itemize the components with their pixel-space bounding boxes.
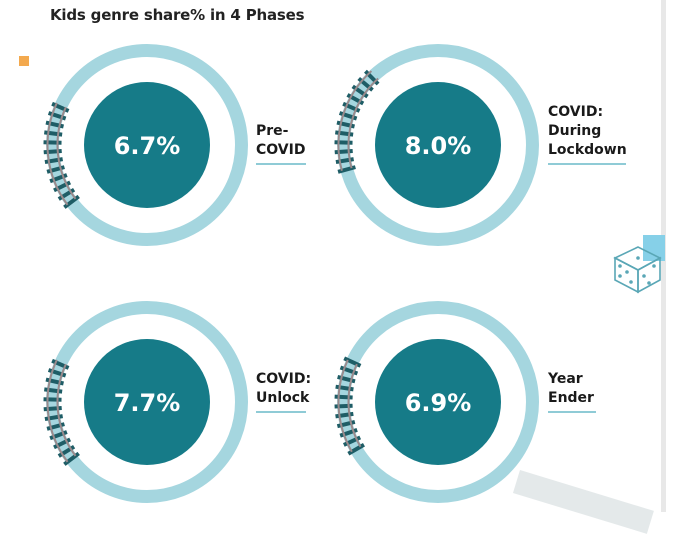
dice-pip [629, 280, 633, 284]
category-label: Year Ender [548, 370, 594, 408]
donut-2: 8.0% [335, 51, 533, 240]
dice-pip [652, 264, 656, 268]
value-label: 8.0% [405, 132, 472, 160]
track-tie [336, 414, 354, 417]
dice-pip [636, 256, 640, 260]
track-tie [335, 406, 353, 407]
category-label: COVID: During Lockdown [548, 103, 627, 160]
track-tie [44, 408, 62, 409]
category-label: COVID: Unlock [256, 370, 311, 408]
track-tie [335, 132, 353, 134]
dice-pip [625, 270, 629, 274]
value-label: 7.7% [114, 389, 181, 417]
value-label: 6.9% [405, 389, 472, 417]
value-label: 6.7% [114, 132, 181, 160]
track-tie [44, 389, 62, 391]
track-tie [44, 151, 62, 152]
donut-4: 6.9% [335, 308, 533, 497]
dice-left [615, 258, 638, 292]
track-tie [335, 397, 353, 398]
donut-3: 7.7% [44, 308, 242, 497]
dice-pip [618, 274, 622, 278]
category-label: Pre- COVID [256, 122, 305, 160]
label-underline [256, 163, 306, 165]
track-tie [336, 387, 354, 390]
label-underline [256, 411, 306, 413]
label-underline [548, 411, 596, 413]
dice-pip [618, 264, 622, 268]
track-tie [335, 151, 353, 152]
track-tie [44, 132, 62, 134]
dice-pip [642, 274, 646, 278]
label-underline [548, 163, 626, 165]
chart-canvas: 6.7% 8.0% 7.7% 6.9% [0, 0, 700, 512]
donut-1: 6.7% [44, 51, 242, 240]
dice-pip [647, 281, 651, 285]
dice-icon [615, 247, 660, 292]
dice-right [638, 258, 660, 292]
